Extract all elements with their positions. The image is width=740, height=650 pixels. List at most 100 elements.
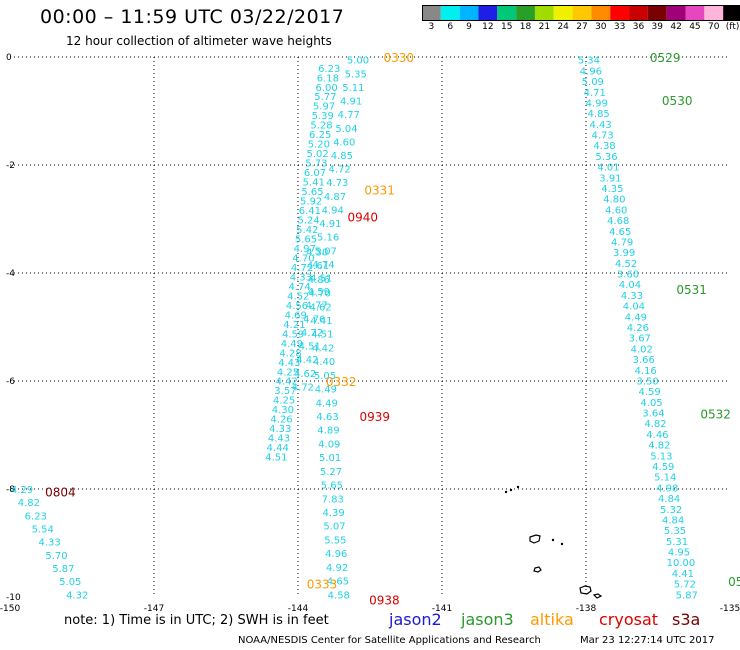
colorbar-label: 27 bbox=[576, 22, 588, 32]
wave-height-value: 5.28 bbox=[310, 121, 332, 132]
wave-height-value: 4.74 bbox=[312, 260, 334, 271]
wave-height-value: 5.55 bbox=[324, 535, 346, 546]
wave-height-value: 4.82 bbox=[648, 441, 670, 452]
colorbar-label: 33 bbox=[613, 22, 626, 32]
wave-height-value: 4.91 bbox=[319, 219, 341, 230]
wave-height-value: 5.65 bbox=[295, 234, 317, 245]
island-dot bbox=[509, 488, 513, 492]
wave-height-value: 4.77 bbox=[305, 301, 327, 312]
wave-height-value: 4.76 bbox=[303, 314, 325, 325]
colorbar-label: 21 bbox=[538, 22, 551, 32]
island-outline bbox=[592, 593, 603, 599]
colorbar-swatch bbox=[459, 5, 479, 21]
colorbar-swatch bbox=[647, 5, 667, 21]
wave-height-value: 4.41 bbox=[672, 569, 694, 580]
pass-time-label: 0529 bbox=[650, 51, 681, 65]
wave-height-value: 7.83 bbox=[322, 494, 344, 505]
island-dot bbox=[560, 542, 564, 546]
wave-height-value: 4.82 bbox=[18, 498, 40, 509]
colorbar-swatch bbox=[704, 5, 724, 21]
wave-height-value: 5.02 bbox=[306, 149, 328, 160]
wave-height-value: 4.32 bbox=[66, 590, 88, 601]
wave-height-value: 4.58 bbox=[328, 590, 350, 601]
colorbar-labels: 3 6 9 12 15 18 21 24 27 30 33 36 39 42 45 70 (ft) bbox=[422, 22, 740, 36]
wave-height-value: 5.13 bbox=[650, 451, 672, 462]
x-tick-label: -135 bbox=[720, 604, 740, 614]
wave-height-value: 4.77 bbox=[338, 110, 360, 121]
wave-height-value: 5.27 bbox=[320, 467, 342, 478]
wave-height-value: 5.01 bbox=[319, 453, 341, 464]
wave-height-value: 4.95 bbox=[668, 548, 690, 559]
wave-height-value: 4.62 bbox=[310, 302, 332, 313]
wave-height-value: 4.52 bbox=[287, 291, 309, 302]
colorbar-label: 42 bbox=[670, 22, 682, 32]
wave-height-value: 4.29 bbox=[11, 485, 33, 496]
wave-height-value: 5.41 bbox=[303, 178, 325, 189]
wave-height-value: 3.50 bbox=[636, 376, 658, 387]
wave-height-value: 5.65 bbox=[301, 187, 323, 198]
wave-height-value: 3.99 bbox=[613, 248, 635, 259]
pass-time-label: 0531 bbox=[676, 283, 707, 297]
wave-height-value: 4.52 bbox=[615, 259, 637, 270]
wave-height-value: 4.59 bbox=[638, 387, 660, 398]
wave-height-value: 5.00 bbox=[347, 56, 369, 67]
wave-height-value: 4.68 bbox=[607, 216, 629, 227]
wave-height-value: 4.85 bbox=[588, 109, 610, 120]
colorbar-swatch bbox=[685, 5, 705, 21]
colorbar-label: 3 bbox=[428, 22, 435, 32]
wave-height-value: 6.18 bbox=[317, 73, 339, 84]
y-tick-label: -10 bbox=[6, 593, 21, 603]
wave-height-value: 4.72 bbox=[292, 382, 314, 393]
wave-height-value: 4.65 bbox=[327, 577, 349, 588]
wave-height-value: 4.86 bbox=[308, 275, 330, 286]
wave-height-value: 4.94 bbox=[322, 205, 344, 216]
wave-height-value: 4.46 bbox=[646, 430, 668, 441]
x-tick-label: -144 bbox=[288, 604, 309, 614]
y-tick-label: 0 bbox=[6, 53, 12, 63]
legend-jason3: jason3 bbox=[461, 610, 514, 629]
wave-height-value: 4.49 bbox=[315, 385, 337, 396]
wave-height-value: 6.00 bbox=[315, 83, 337, 94]
wave-height-value: 4.59 bbox=[652, 462, 674, 473]
colorbar-swatch bbox=[553, 5, 573, 21]
colorbar-swatch bbox=[629, 5, 648, 21]
wave-height-value: 5.31 bbox=[666, 537, 688, 548]
wave-height-value: 4.26 bbox=[270, 415, 292, 426]
colorbar-swatch bbox=[497, 5, 517, 21]
wave-height-value: 4.73 bbox=[326, 178, 348, 189]
pass-time-label: 0939 bbox=[360, 410, 391, 424]
colorbar-swatch bbox=[610, 5, 630, 21]
legend-altika: altika bbox=[530, 610, 574, 629]
wave-height-value: 4.01 bbox=[597, 163, 619, 174]
colorbar-swatch bbox=[723, 5, 740, 21]
wave-height-value: 4.35 bbox=[601, 184, 623, 195]
colorbar-swatch bbox=[422, 5, 441, 21]
pass-time-label: 0333 bbox=[307, 578, 338, 592]
wave-height-value: 4.38 bbox=[593, 141, 615, 152]
legend-s3a: s3a bbox=[672, 610, 701, 629]
colorbar-swatch bbox=[478, 5, 498, 21]
wave-height-value: 5.35 bbox=[345, 69, 367, 80]
wave-height-value: 5.05 bbox=[59, 577, 81, 588]
wave-height-value: 4.26 bbox=[627, 323, 649, 334]
wave-height-value: 4.98 bbox=[656, 483, 678, 494]
wave-height-value: 5.87 bbox=[52, 564, 74, 575]
page-subtitle: 12 hour collection of altimeter wave hei… bbox=[66, 34, 332, 48]
island-outline bbox=[529, 534, 541, 544]
wave-height-value: 5.32 bbox=[660, 505, 682, 516]
wave-height-value: 5.65 bbox=[321, 481, 343, 492]
wave-height-value: 5.97 bbox=[313, 102, 335, 113]
wave-height-value: 5.87 bbox=[676, 590, 698, 601]
wave-height-value: 4.43 bbox=[268, 434, 290, 445]
wave-height-value: 4.43 bbox=[589, 120, 611, 131]
wave-height-value: 5.07 bbox=[315, 246, 337, 257]
wave-height-value: 4.63 bbox=[316, 412, 338, 423]
pass-time-label: 0330 bbox=[384, 51, 415, 65]
wave-height-value: 6.25 bbox=[309, 130, 331, 141]
pass-time-label: 0804 bbox=[45, 486, 76, 500]
island-dot bbox=[551, 538, 555, 542]
wave-height-value: 4.49 bbox=[281, 339, 303, 350]
wave-height-value: 4.99 bbox=[586, 98, 608, 109]
y-tick-label: -2 bbox=[6, 161, 15, 171]
generated-timestamp: Mar 23 12:27:14 UTC 2017 bbox=[580, 635, 715, 646]
